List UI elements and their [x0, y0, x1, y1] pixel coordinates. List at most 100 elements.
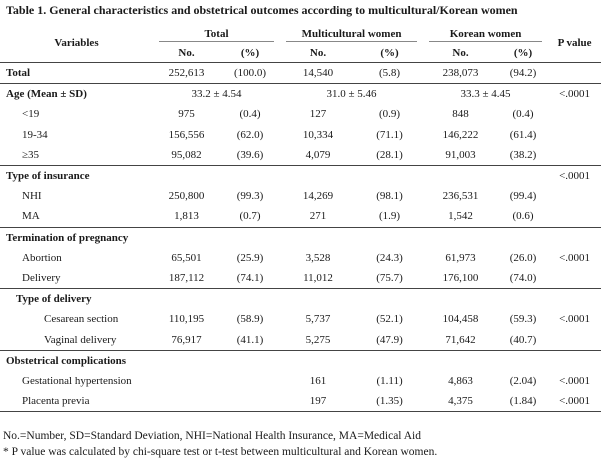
multicultural-no-cell: 127	[309, 108, 327, 121]
total-no-cell: 65,501	[171, 251, 202, 264]
row-label: Cesarean section	[44, 313, 119, 326]
row-label: ≥35	[22, 148, 40, 161]
table-row: Placenta previa 197 (1.35) 4,375 (1.84) …	[0, 391, 601, 413]
korean-pct-cell: (2.04)	[509, 374, 537, 387]
section-label: Termination of pregnancy	[0, 226, 549, 248]
korean-no-cell: 1,542	[448, 210, 473, 223]
multicultural-pct-cell: (98.1)	[376, 190, 403, 203]
korean-pct-header: (%)	[498, 43, 549, 63]
multicultural-no-cell: 4,079	[305, 148, 331, 161]
total-no-cell: 1,813	[174, 210, 199, 223]
row-label: Abortion	[22, 251, 62, 264]
total-pct-cell: (0.7)	[239, 210, 261, 223]
total-no-cell: 95,082	[171, 148, 202, 161]
total-no-cell: 187,112	[168, 271, 205, 284]
row-label: Gestational hypertension	[22, 374, 132, 387]
total-pct-cell: (100.0)	[220, 61, 281, 84]
korean-pct-cell: (38.2)	[509, 148, 537, 161]
section-label: Obstetrical complications	[0, 349, 549, 371]
total-no-cell: 250,800	[168, 190, 205, 203]
multicultural-pct-cell: (5.8)	[356, 61, 424, 84]
total-no-cell: 76,917	[171, 333, 202, 346]
total-no-cell	[153, 391, 220, 413]
p-value-cell	[548, 329, 601, 350]
total-no-cell: 252,613	[153, 61, 220, 84]
multicultural-no-cell: 3,528	[305, 251, 331, 264]
korean-pct-cell: (61.4)	[509, 128, 537, 141]
table-row: NHI 250,800 (99.3) 14,269 (98.1) 236,531…	[0, 186, 601, 206]
p-value-cell: <.0001	[559, 313, 591, 326]
row-label: Vaginal delivery	[44, 333, 117, 346]
p-value-cell	[548, 268, 601, 289]
total-no-cell: 156,556	[168, 128, 205, 141]
table-row: Type of delivery	[0, 288, 601, 310]
multicultural-pct-cell: (71.1)	[376, 128, 403, 141]
p-value-cell: <.0001	[548, 391, 601, 413]
total-pct-cell: (58.9)	[236, 313, 264, 326]
p-value-cell	[548, 226, 601, 248]
row-label: <19	[22, 108, 40, 121]
p-value-cell	[548, 206, 601, 227]
total-pct-cell: (25.9)	[236, 251, 264, 264]
multicultural-no-cell: 14,269	[302, 190, 334, 203]
multicultural-no-header: No.	[280, 43, 357, 63]
row-label: Age (Mean ± SD)	[0, 83, 153, 105]
total-pct-cell: (39.6)	[236, 148, 264, 161]
korean-mean-cell: 33.3 ± 4.45	[423, 83, 549, 105]
multicultural-pct-cell: (52.1)	[376, 313, 403, 326]
total-pct-cell: (41.1)	[236, 333, 264, 346]
multicultural-pct-cell: (28.1)	[376, 148, 403, 161]
p-value-note: * P value was calculated by chi-square t…	[3, 446, 438, 458]
total-no-header: No.	[153, 43, 220, 63]
multicultural-no-cell: 271	[309, 210, 327, 223]
row-label: Delivery	[22, 271, 61, 284]
total-mean-cell: 33.2 ± 4.54	[153, 83, 281, 105]
multicultural-no-cell: 161	[309, 374, 327, 387]
p-value-cell	[548, 349, 601, 371]
total-pct-cell: (62.0)	[236, 128, 264, 141]
row-label: MA	[22, 210, 40, 223]
multicultural-pct-cell: (47.9)	[376, 333, 403, 346]
abbreviations-note: No.=Number, SD=Standard Deviation, NHI=N…	[3, 430, 421, 442]
p-value-cell: <.0001	[548, 83, 601, 105]
p-value-cell	[548, 186, 601, 206]
variables-header: Variables	[54, 37, 99, 49]
total-no-cell: 110,195	[168, 313, 205, 326]
total-pct-cell: (0.4)	[239, 108, 261, 121]
korean-no-cell: 848	[452, 108, 469, 121]
multicultural-mean-cell: 31.0 ± 5.46	[280, 83, 424, 105]
total-pct-cell	[220, 371, 280, 391]
p-value-cell: <.0001	[548, 164, 601, 187]
section-label: Type of insurance	[0, 164, 549, 187]
row-label: NHI	[22, 190, 42, 203]
multicultural-no-cell: 10,334	[302, 128, 334, 141]
table-row: 19-34 156,556 (62.0) 10,334 (71.1) 146,2…	[0, 125, 601, 145]
korean-no-header: No.	[423, 43, 499, 63]
subsection-label: Type of delivery	[0, 288, 549, 310]
multicultural-no-cell: 5,275	[305, 333, 331, 346]
table-row: Gestational hypertension 161 (1.11) 4,86…	[0, 371, 601, 391]
multicultural-pct-cell: (0.9)	[378, 108, 401, 121]
korean-no-cell: 176,100	[442, 271, 479, 284]
korean-pct-cell: (0.6)	[512, 210, 534, 223]
multicultural-group-header: Multicultural women	[280, 24, 423, 43]
multicultural-no-cell: 14,540	[280, 61, 357, 84]
table-row: Cesarean section 110,195 (58.9) 5,737 (5…	[0, 309, 601, 329]
korean-pct-cell: (94.2)	[498, 61, 549, 84]
p-value-cell	[548, 125, 601, 145]
korean-group-header: Korean women	[423, 24, 548, 43]
multicultural-pct-cell: (75.7)	[376, 271, 403, 284]
korean-pct-cell: (26.0)	[509, 251, 537, 264]
korean-no-cell: 146,222	[442, 128, 479, 141]
table-row: Total 252,613 (100.0) 14,540 (5.8) 238,0…	[0, 61, 601, 84]
total-no-cell: 975	[178, 108, 195, 121]
table-row: MA 1,813 (0.7) 271 (1.9) 1,542 (0.6)	[0, 206, 601, 227]
table-footnotes: No.=Number, SD=Standard Deviation, NHI=N…	[3, 428, 437, 460]
table-row: <19 975 (0.4) 127 (0.9) 848 (0.4)	[0, 104, 601, 124]
p-value-header: P value	[557, 37, 592, 49]
total-no-cell	[153, 371, 220, 391]
korean-no-cell: 91,003	[445, 148, 476, 161]
korean-pct-cell: (99.4)	[509, 190, 537, 203]
korean-no-cell: 61,973	[445, 251, 476, 264]
korean-no-cell: 104,458	[442, 313, 479, 326]
